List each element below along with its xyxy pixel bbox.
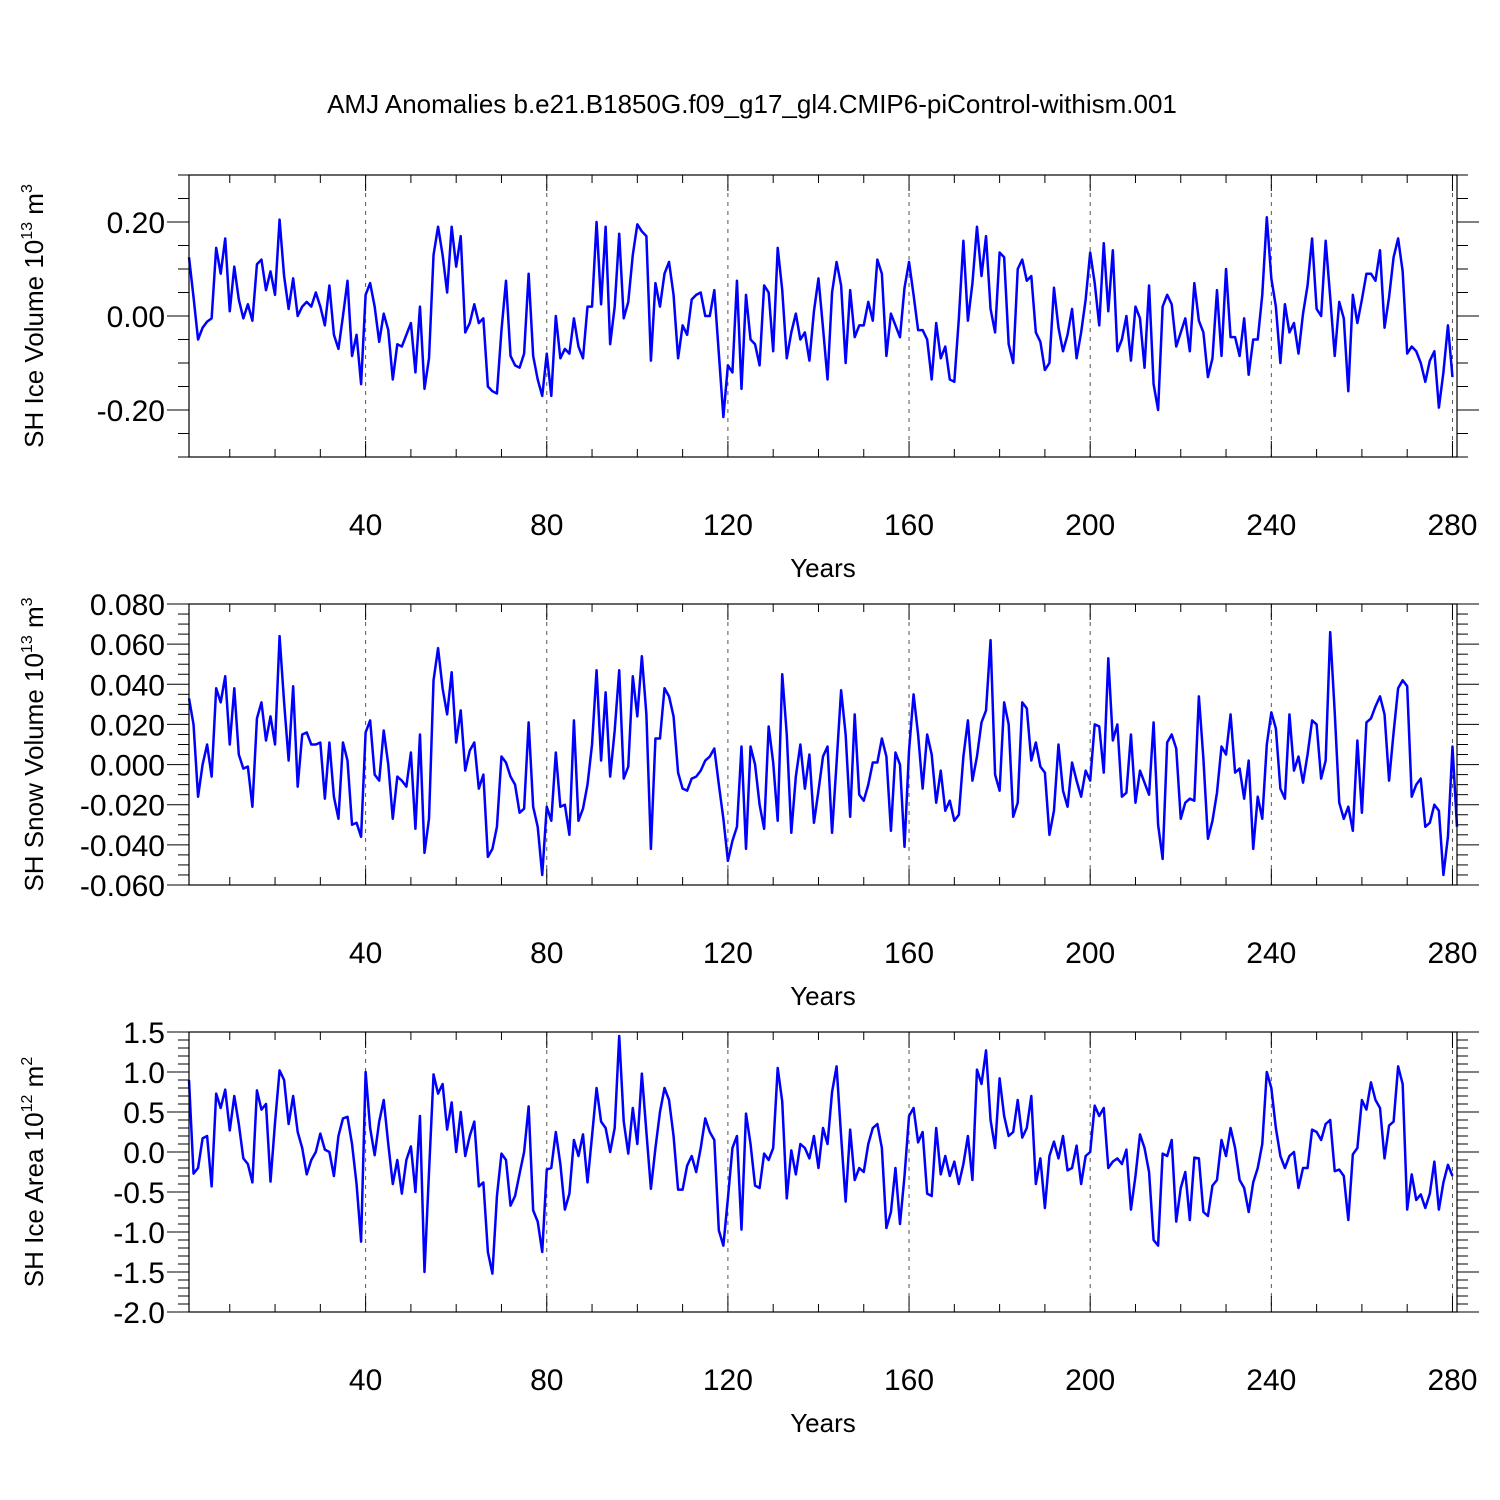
y-tick-label: 0.20	[107, 207, 165, 240]
x-tick-label: 280	[1427, 937, 1477, 970]
y-tick-label: 0.0	[123, 1137, 165, 1170]
y-tick-label: -0.5	[113, 1177, 165, 1210]
x-tick-label: 280	[1427, 509, 1477, 542]
y-tick-label: -2.0	[113, 1297, 165, 1330]
y-tick-label: -0.020	[80, 790, 165, 823]
x-tick-label: 200	[1065, 1364, 1115, 1397]
x-tick-label: 200	[1065, 509, 1115, 542]
y-axis-title: SH Ice Volume 1013 m3	[19, 184, 49, 448]
x-tick-label: 240	[1246, 937, 1296, 970]
x-axis-title: Years	[790, 1408, 856, 1438]
y-tick-label: -0.20	[97, 395, 165, 428]
panel-snow-volume: 40 80 120 160 200 240 280 -0.060 -0.040 -0.020 0.0…	[19, 589, 1479, 1011]
panel-ice-area: 40 80 120 160 200 240 280 -2.0 -1.5 -1.0 -0.5 0.0 0.…	[19, 1017, 1479, 1438]
y-tick-label: -0.040	[80, 830, 165, 863]
x-tick-label: 240	[1246, 1364, 1296, 1397]
x-axis-title: Years	[790, 981, 856, 1011]
x-tick-label: 160	[884, 937, 934, 970]
plot-frame	[188, 603, 1458, 886]
y-tick-label: 0.080	[90, 589, 165, 622]
x-axis-title: Years	[790, 553, 856, 583]
data-series-line	[187, 1034, 1454, 1275]
y-tick-label: -0.060	[80, 870, 165, 903]
y-tick-label: 0.040	[90, 669, 165, 702]
data-series-line	[187, 630, 1459, 877]
x-tick-label: 120	[703, 509, 753, 542]
data-series-line	[187, 216, 1454, 419]
x-tick-label: 80	[530, 509, 563, 542]
x-tick-label: 200	[1065, 937, 1115, 970]
y-axis-title: SH Ice Area 1012 m2	[19, 1057, 49, 1288]
x-tick-label: 40	[349, 937, 382, 970]
x-tick-label: 40	[349, 509, 382, 542]
y-tick-label: -1.0	[113, 1217, 165, 1250]
y-tick-label: 0.060	[90, 629, 165, 662]
y-tick-label: 1.5	[123, 1017, 165, 1050]
x-tick-label: 80	[530, 1364, 563, 1397]
y-tick-label: -1.5	[113, 1257, 165, 1290]
x-tick-label: 240	[1246, 509, 1296, 542]
panel-ice-volume: 40 80 120 160 200 240 280 -0.20 0.00 0.20 Years SH …	[19, 174, 1479, 583]
x-tick-label: 120	[703, 937, 753, 970]
y-axis-title: SH Snow Volume 1013 m3	[19, 597, 49, 891]
y-tick-label: 1.0	[123, 1057, 165, 1090]
y-tick-label: 0.000	[90, 750, 165, 783]
x-tick-label: 160	[884, 509, 934, 542]
y-tick-label: 0.020	[90, 709, 165, 742]
chart-title: AMJ Anomalies b.e21.B1850G.f09_g17_gl4.C…	[327, 89, 1177, 119]
y-tick-label: 0.5	[123, 1097, 165, 1130]
x-tick-label: 280	[1427, 1364, 1477, 1397]
x-tick-label: 40	[349, 1364, 382, 1397]
plot-frame	[188, 1031, 1458, 1313]
x-tick-label: 80	[530, 937, 563, 970]
x-tick-label: 160	[884, 1364, 934, 1397]
x-tick-label: 120	[703, 1364, 753, 1397]
y-tick-label: 0.00	[107, 301, 165, 334]
plot-frame	[188, 174, 1458, 458]
